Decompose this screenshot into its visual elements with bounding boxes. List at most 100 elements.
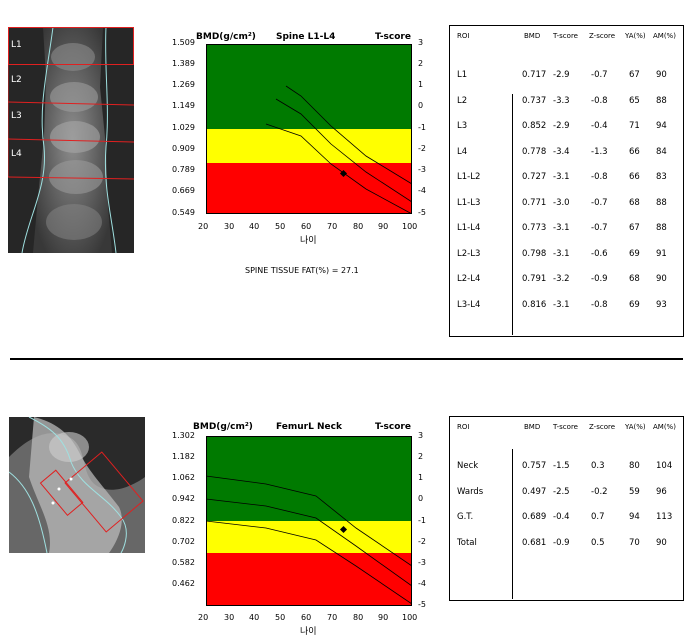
spine-zone-red [206, 163, 412, 214]
spine-table-header-am: AM(%) [653, 32, 676, 40]
spine-table-cell: 68 [629, 197, 640, 208]
femur-table-cell: -0.9 [553, 537, 570, 548]
femur-chart-title: FemurL Neck [276, 422, 342, 432]
femur-table-cell: 70 [629, 537, 640, 548]
spine-t-tick: -3 [418, 165, 426, 174]
spine-table-divider [512, 94, 513, 335]
femur-table-cell: 90 [656, 537, 667, 548]
spine-y-tick: 1.149 [172, 101, 195, 110]
femur-table-cell: 0.7 [591, 512, 605, 522]
femur-table-header-zscore: Z-score [589, 423, 616, 431]
spine-table-cell: 0.778 [522, 146, 547, 157]
spine-t-tick: 3 [418, 38, 424, 47]
spine-table-cell: 69 [629, 299, 640, 310]
femur-patient-marker [339, 525, 348, 534]
spine-table-cell: 83 [656, 172, 667, 182]
femur-reference-curves [206, 436, 412, 606]
femur-table-cell: 0.3 [591, 461, 605, 471]
spine-x-tick: 100 [402, 222, 418, 231]
spine-y-tick: 1.029 [172, 123, 195, 132]
spine-table-cell: -3.1 [553, 172, 570, 182]
femur-table-cell: 113 [656, 512, 673, 522]
femur-table-cell: -1.5 [553, 461, 570, 471]
spine-table-cell: 91 [656, 248, 667, 259]
spine-table-cell: -0.4 [591, 121, 608, 131]
spine-table-cell: -0.8 [591, 299, 608, 310]
spine-table-cell: -3.1 [553, 299, 570, 310]
spine-table-cell: -0.7 [591, 223, 608, 233]
spine-table-cell: 0.737 [522, 95, 547, 106]
femur-table-cell: 0.757 [522, 461, 547, 471]
femur-t-tick: 2 [418, 452, 424, 461]
spine-scan-drawing [8, 27, 134, 253]
spine-table-cell: L2-L3 [457, 248, 481, 259]
femur-table-header-ya: YA(%) [625, 423, 646, 431]
spine-x-tick: 50 [275, 222, 286, 231]
femur-table-cell: 0.681 [522, 537, 547, 548]
femur-y-tick: 0.582 [172, 558, 195, 567]
spine-table-cell: 0.717 [522, 70, 547, 80]
femur-t-tick: -1 [418, 516, 426, 525]
femur-bmd-axis-title: BMD(g/cm²) [193, 422, 253, 432]
femur-x-tick: 40 [249, 613, 260, 622]
femur-table-cell: -0.2 [591, 486, 608, 497]
spine-table-cell: 67 [629, 70, 640, 80]
spine-y-tick: 1.389 [172, 59, 195, 68]
spine-t-tick: 0 [418, 101, 424, 110]
femur-x-tick: 50 [275, 613, 286, 622]
spine-table-cell: L3 [457, 121, 468, 131]
spine-table-cell: 71 [629, 121, 640, 131]
spine-table-cell: 67 [629, 223, 640, 233]
spine-tscore-axis-title: T-score [375, 32, 411, 42]
femur-table-cell: -0.4 [553, 512, 570, 522]
spine-table-cell: 68 [629, 274, 640, 284]
spine-table-cell: 88 [656, 95, 667, 106]
spine-table-cell: 84 [656, 146, 667, 157]
spine-t-tick: -2 [418, 144, 426, 153]
spine-tissue-fat-note: SPINE TISSUE FAT(%) = 27.1 [245, 266, 359, 275]
spine-table-cell: 88 [656, 197, 667, 208]
spine-table-cell: 88 [656, 223, 667, 233]
spine-roi-label-l1: L1 [11, 40, 22, 50]
spine-table-cell: -3.3 [553, 95, 570, 106]
spine-zone-green [206, 44, 412, 129]
femur-table-cell: 0.689 [522, 512, 547, 522]
femur-tscore-axis-title: T-score [375, 422, 411, 432]
spine-zone-yellow [206, 129, 412, 163]
femur-y-tick: 0.942 [172, 494, 195, 503]
spine-table-cell: 66 [629, 172, 640, 182]
spine-table-cell: -0.7 [591, 197, 608, 208]
spine-bmd-axis-title: BMD(g/cm²) [196, 32, 256, 42]
spine-x-tick: 80 [353, 222, 364, 231]
spine-table-cell: 0.773 [522, 223, 547, 233]
spine-table-cell: 0.816 [522, 299, 547, 310]
femur-y-tick: 0.462 [172, 579, 195, 588]
spine-x-tick: 90 [378, 222, 389, 231]
femur-table-cell: Wards [457, 486, 484, 497]
spine-results-table: ROI BMD T-score Z-score YA(%) AM(%) L1 0.… [449, 25, 684, 337]
spine-chart-plot [206, 44, 412, 214]
femur-x-axis-label: 나이 [300, 627, 317, 637]
femur-y-tick: 1.182 [172, 452, 195, 461]
femur-table-cell: 0.497 [522, 486, 547, 497]
spine-y-tick: 0.669 [172, 186, 195, 195]
spine-y-tick: 0.789 [172, 165, 195, 174]
femur-t-tick: -2 [418, 537, 426, 546]
spine-x-tick: 60 [301, 222, 312, 231]
spine-chart-title: Spine L1-L4 [276, 32, 336, 42]
spine-table-cell: -0.9 [591, 274, 608, 284]
spine-table-cell: L1-L2 [457, 172, 481, 182]
femur-zone-green [206, 436, 412, 521]
spine-table-cell: 0.771 [522, 197, 547, 208]
femur-x-tick: 80 [353, 613, 364, 622]
spine-table-cell: 0.727 [522, 172, 547, 182]
femur-table-cell: 96 [656, 486, 667, 497]
spine-table-cell: L2-L4 [457, 274, 481, 284]
spine-table-cell: 65 [629, 95, 640, 106]
femur-table-cell: Total [457, 537, 477, 548]
spine-table-cell: 90 [656, 274, 667, 284]
spine-table-cell: 0.798 [522, 248, 547, 259]
spine-t-tick: -1 [418, 123, 426, 132]
spine-y-tick: 0.549 [172, 208, 195, 217]
spine-table-cell: -0.8 [591, 95, 608, 106]
